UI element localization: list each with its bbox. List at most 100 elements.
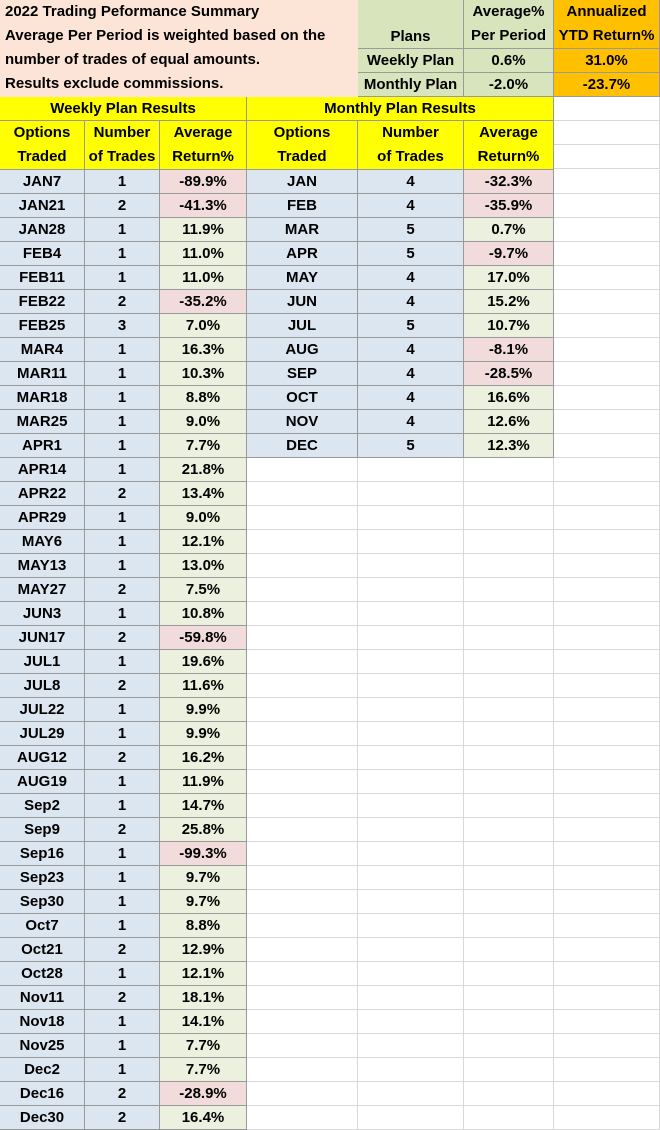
weekly-period-cell[interactable]: APR22 — [0, 482, 85, 506]
empty-cell[interactable] — [554, 530, 660, 554]
empty-cell[interactable] — [358, 890, 464, 914]
weekly-return-cell[interactable]: 10.8% — [160, 602, 247, 626]
weekly-trades-cell[interactable]: 1 — [85, 650, 160, 674]
empty-cell[interactable] — [464, 698, 554, 722]
empty-cell[interactable] — [247, 1058, 358, 1082]
empty-cell[interactable] — [358, 602, 464, 626]
empty-cell[interactable] — [358, 650, 464, 674]
monthly-return-cell[interactable]: -32.3% — [464, 170, 554, 194]
empty-cell[interactable] — [554, 986, 660, 1010]
empty-cell[interactable] — [358, 938, 464, 962]
weekly-trades-cell[interactable]: 1 — [85, 842, 160, 866]
empty-cell[interactable] — [247, 746, 358, 770]
monthly-period-cell[interactable]: JAN — [247, 170, 358, 194]
empty-cell[interactable] — [554, 626, 660, 650]
empty-cell[interactable] — [464, 458, 554, 482]
empty-cell[interactable] — [247, 554, 358, 578]
weekly-trades-cell[interactable]: 1 — [85, 434, 160, 458]
weekly-trades-cell[interactable]: 2 — [85, 1082, 160, 1106]
empty-cell[interactable] — [247, 506, 358, 530]
empty-cell[interactable] — [554, 674, 660, 698]
weekly-trades-cell[interactable]: 1 — [85, 218, 160, 242]
weekly-return-cell[interactable]: -99.3% — [160, 842, 247, 866]
empty-cell[interactable] — [464, 818, 554, 842]
monthly-return-cell[interactable]: 0.7% — [464, 218, 554, 242]
weekly-period-cell[interactable]: FEB4 — [0, 242, 85, 266]
empty-cell[interactable] — [464, 914, 554, 938]
empty-cell[interactable] — [554, 266, 660, 290]
monthly-return-cell[interactable]: 10.7% — [464, 314, 554, 338]
weekly-period-cell[interactable]: JAN28 — [0, 218, 85, 242]
weekly-period-cell[interactable]: JUN3 — [0, 602, 85, 626]
weekly-period-cell[interactable]: FEB22 — [0, 290, 85, 314]
weekly-return-cell[interactable]: 7.7% — [160, 1058, 247, 1082]
summary-average[interactable]: 0.6% — [464, 49, 554, 73]
empty-cell[interactable] — [554, 818, 660, 842]
weekly-return-cell[interactable]: -28.9% — [160, 1082, 247, 1106]
weekly-trades-cell[interactable]: 1 — [85, 1034, 160, 1058]
empty-cell[interactable] — [358, 1082, 464, 1106]
weekly-return-cell[interactable]: 8.8% — [160, 914, 247, 938]
monthly-trades-cell[interactable]: 4 — [358, 362, 464, 386]
empty-cell[interactable] — [247, 650, 358, 674]
empty-cell[interactable] — [247, 482, 358, 506]
empty-cell[interactable] — [464, 1058, 554, 1082]
weekly-return-cell[interactable]: 7.5% — [160, 578, 247, 602]
weekly-trades-cell[interactable]: 2 — [85, 818, 160, 842]
empty-cell[interactable] — [554, 218, 660, 242]
empty-cell[interactable] — [358, 1010, 464, 1034]
monthly-period-cell[interactable]: DEC — [247, 434, 358, 458]
empty-cell[interactable] — [554, 290, 660, 314]
empty-cell[interactable] — [358, 674, 464, 698]
weekly-return-cell[interactable]: 9.0% — [160, 506, 247, 530]
weekly-trades-cell[interactable]: 1 — [85, 530, 160, 554]
weekly-trades-cell[interactable]: 1 — [85, 770, 160, 794]
weekly-trades-cell[interactable]: 2 — [85, 194, 160, 218]
weekly-period-cell[interactable]: JUN17 — [0, 626, 85, 650]
monthly-trades-cell[interactable]: 4 — [358, 170, 464, 194]
empty-cell[interactable] — [554, 194, 660, 218]
monthly-period-cell[interactable]: SEP — [247, 362, 358, 386]
monthly-trades-cell[interactable]: 4 — [358, 386, 464, 410]
weekly-return-cell[interactable]: 13.4% — [160, 482, 247, 506]
empty-cell[interactable] — [464, 1010, 554, 1034]
weekly-period-cell[interactable]: APR29 — [0, 506, 85, 530]
empty-cell[interactable] — [358, 1058, 464, 1082]
weekly-period-cell[interactable]: APR14 — [0, 458, 85, 482]
empty-cell[interactable] — [358, 746, 464, 770]
weekly-period-cell[interactable]: Sep16 — [0, 842, 85, 866]
weekly-period-cell[interactable]: JUL29 — [0, 722, 85, 746]
summary-plan-name[interactable]: Monthly Plan — [358, 73, 464, 97]
weekly-period-cell[interactable]: MAY6 — [0, 530, 85, 554]
empty-cell[interactable] — [358, 914, 464, 938]
weekly-trades-cell[interactable]: 1 — [85, 794, 160, 818]
empty-cell[interactable] — [554, 362, 660, 386]
empty-cell[interactable] — [247, 842, 358, 866]
empty-cell[interactable] — [358, 842, 464, 866]
empty-cell[interactable] — [554, 650, 660, 674]
weekly-period-cell[interactable]: Dec16 — [0, 1082, 85, 1106]
empty-cell[interactable] — [554, 482, 660, 506]
weekly-trades-cell[interactable]: 2 — [85, 1106, 160, 1130]
weekly-return-cell[interactable]: -35.2% — [160, 290, 247, 314]
monthly-return-cell[interactable]: 12.6% — [464, 410, 554, 434]
empty-cell[interactable] — [554, 434, 660, 458]
empty-cell[interactable] — [554, 914, 660, 938]
monthly-period-cell[interactable]: MAR — [247, 218, 358, 242]
weekly-period-cell[interactable]: MAY27 — [0, 578, 85, 602]
empty-cell[interactable] — [247, 698, 358, 722]
weekly-period-cell[interactable]: Dec30 — [0, 1106, 85, 1130]
empty-cell[interactable] — [464, 770, 554, 794]
monthly-trades-cell[interactable]: 4 — [358, 266, 464, 290]
weekly-trades-cell[interactable]: 1 — [85, 722, 160, 746]
empty-cell[interactable] — [554, 506, 660, 530]
empty-cell[interactable] — [358, 530, 464, 554]
empty-cell[interactable] — [464, 554, 554, 578]
weekly-period-cell[interactable]: Sep30 — [0, 890, 85, 914]
empty-cell[interactable] — [554, 938, 660, 962]
weekly-period-cell[interactable]: Dec2 — [0, 1058, 85, 1082]
monthly-trades-cell[interactable]: 4 — [358, 290, 464, 314]
weekly-trades-cell[interactable]: 1 — [85, 338, 160, 362]
summary-average[interactable]: -2.0% — [464, 73, 554, 97]
empty-cell[interactable] — [464, 1106, 554, 1130]
